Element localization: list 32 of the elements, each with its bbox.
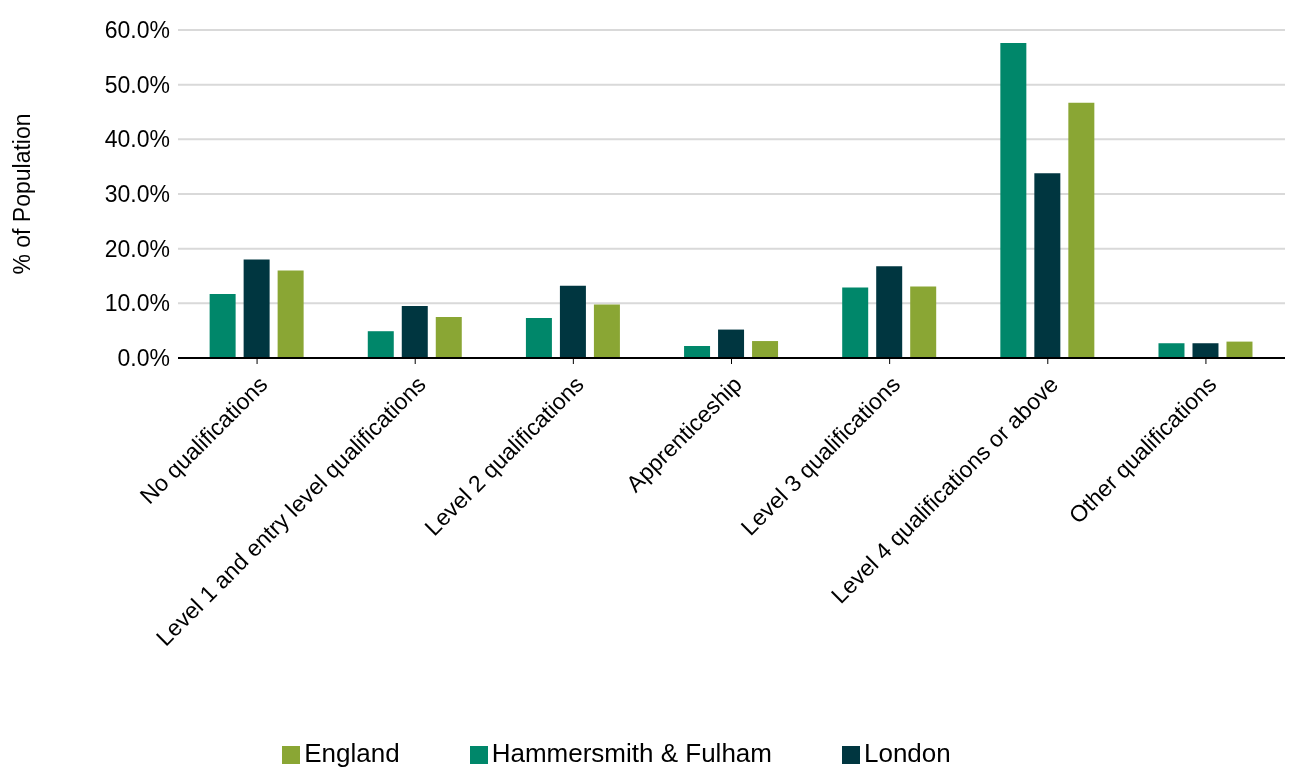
bar: [559, 285, 586, 358]
bar: [277, 270, 304, 358]
legend-label: London: [863, 738, 951, 768]
bar: [1192, 343, 1219, 358]
bar: [525, 318, 552, 358]
y-axis-title: % of Population: [9, 113, 36, 275]
bar: [910, 286, 937, 358]
legend-label: England: [304, 738, 400, 768]
bar: [1226, 341, 1253, 358]
y-tick-label: 10.0%: [104, 290, 170, 317]
bar: [243, 259, 270, 358]
y-tick-label: 20.0%: [104, 235, 170, 262]
y-tick-label: 60.0%: [104, 17, 170, 44]
bar: [1068, 102, 1095, 358]
y-tick-label: 0.0%: [117, 345, 170, 372]
bar: [718, 329, 745, 358]
bar: [752, 341, 779, 358]
bar: [1034, 173, 1061, 358]
bar: [1158, 343, 1185, 358]
bar: [684, 345, 711, 358]
bar: [876, 266, 903, 358]
y-tick-label: 50.0%: [104, 71, 170, 98]
bar: [842, 287, 869, 358]
legend-label: Hammersmith & Fulham: [491, 738, 772, 768]
bar: [367, 331, 394, 358]
y-tick-label: 30.0%: [104, 181, 170, 208]
y-tick-label: 40.0%: [104, 126, 170, 153]
bar: [1000, 43, 1027, 358]
bar: [593, 304, 620, 358]
bar: [401, 306, 428, 358]
bar: [435, 317, 462, 358]
bar: [209, 294, 236, 358]
